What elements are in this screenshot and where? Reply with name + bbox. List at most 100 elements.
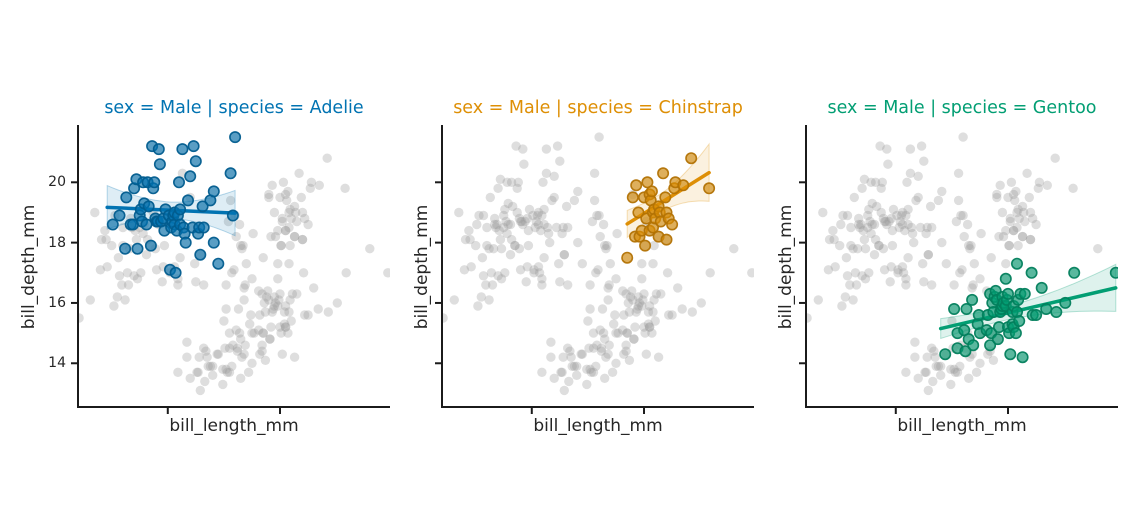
background-point: [964, 240, 974, 251]
background-point: [887, 225, 898, 236]
background-point: [101, 234, 111, 245]
data-point: [173, 176, 186, 189]
background-point: [903, 253, 913, 263]
background-point: [687, 307, 697, 317]
background-point: [586, 367, 596, 377]
background-point: [546, 337, 556, 347]
data-point: [207, 185, 220, 198]
data-point: [659, 191, 672, 204]
background-point: [208, 361, 218, 371]
data-point: [119, 242, 132, 255]
background-point: [138, 228, 148, 239]
background-point: [491, 222, 501, 233]
background-point: [484, 244, 494, 254]
background-point: [969, 259, 979, 269]
background-point: [895, 216, 905, 227]
background-point: [601, 244, 611, 254]
background-point: [893, 268, 903, 278]
background-point: [897, 219, 908, 230]
background-point: [577, 259, 587, 269]
data-point: [1050, 306, 1063, 319]
background-point: [813, 295, 823, 305]
background-point: [289, 352, 300, 362]
background-point: [236, 240, 246, 251]
background-point: [828, 225, 838, 236]
background-point: [953, 195, 964, 206]
background-point: [913, 171, 923, 181]
background-point: [1005, 216, 1015, 227]
background-point: [1008, 225, 1019, 236]
background-point: [603, 283, 613, 293]
data-layer: [442, 132, 754, 396]
background-point: [591, 268, 601, 278]
background-point: [117, 280, 127, 290]
data-point: [645, 185, 658, 198]
background-point: [628, 295, 638, 305]
background-point: [823, 265, 834, 275]
background-point: [563, 280, 573, 290]
background-point: [1025, 234, 1036, 245]
background-point: [927, 343, 937, 353]
background-point: [524, 204, 535, 215]
background-point: [901, 280, 911, 290]
background-point: [869, 219, 880, 230]
background-point: [221, 304, 231, 314]
background-point: [555, 156, 565, 166]
background-point: [239, 349, 249, 359]
background-point: [512, 207, 522, 218]
data-point: [1109, 266, 1118, 279]
background-point: [122, 268, 133, 278]
background-point: [584, 343, 594, 353]
data-point: [229, 131, 242, 144]
background-point: [916, 141, 927, 151]
data-point: [703, 182, 716, 195]
background-point: [867, 219, 877, 230]
background-point: [520, 216, 530, 227]
background-point: [622, 328, 632, 338]
background-point: [936, 370, 946, 380]
background-point: [513, 177, 523, 187]
background-point: [986, 253, 996, 263]
background-point: [514, 213, 525, 224]
background-point: [510, 240, 520, 251]
background-point: [876, 207, 886, 218]
background-point: [651, 289, 662, 299]
background-point: [275, 289, 285, 299]
background-point: [303, 310, 313, 320]
background-point: [545, 237, 555, 248]
background-point: [1014, 213, 1024, 224]
background-point: [503, 198, 513, 209]
background-point: [522, 213, 532, 224]
background-point: [269, 301, 280, 311]
background-point: [605, 259, 615, 269]
background-point: [878, 213, 889, 224]
background-point: [919, 277, 929, 287]
background-point: [284, 307, 294, 317]
background-point: [629, 334, 639, 344]
background-point: [1028, 213, 1038, 224]
background-point: [696, 298, 706, 308]
facet-gentoo: sex = Male | species = Gentoo bill_depth…: [776, 0, 1118, 531]
background-point: [621, 340, 631, 350]
facet-chinstrap: sex = Male | species = Chinstrap bill_de…: [412, 0, 754, 531]
background-point: [905, 144, 916, 154]
background-point: [494, 225, 504, 236]
background-point: [228, 340, 238, 350]
background-point: [341, 268, 351, 278]
background-point: [517, 216, 527, 227]
background-point: [285, 240, 295, 251]
background-point: [459, 265, 470, 275]
background-point: [449, 295, 459, 305]
background-point: [997, 207, 1008, 218]
background-point: [921, 228, 931, 239]
data-point: [194, 248, 207, 261]
background-point: [182, 337, 192, 347]
background-point: [633, 292, 644, 302]
background-point: [1042, 180, 1052, 190]
background-point: [284, 207, 294, 218]
background-point: [537, 280, 547, 290]
background-point: [886, 213, 896, 224]
background-point: [279, 307, 290, 317]
background-point: [592, 210, 602, 221]
background-point: [1010, 195, 1020, 206]
